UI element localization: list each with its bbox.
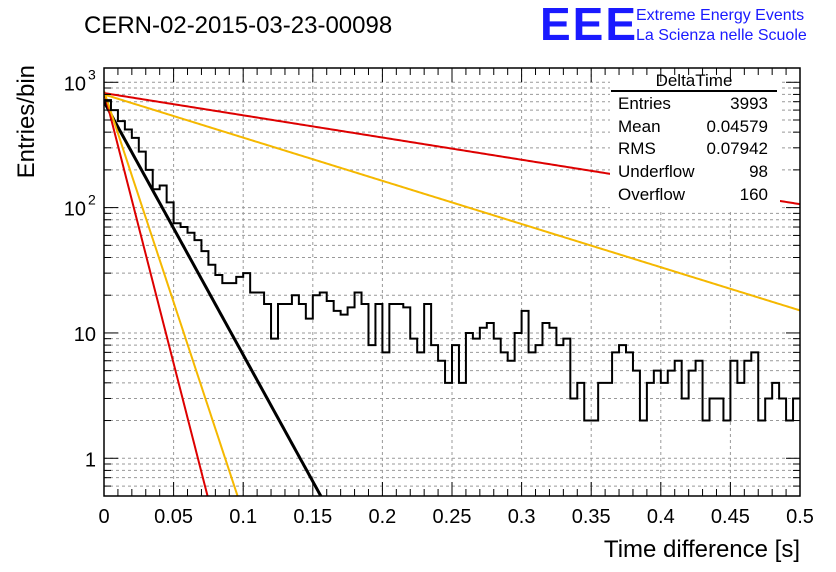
stats-label-mean: Mean <box>618 117 661 136</box>
y-tick-label: 10 <box>64 73 86 95</box>
y-tick-label: 10 <box>74 324 96 346</box>
x-tick-label: 0 <box>98 506 109 528</box>
x-tick-label: 0.45 <box>711 506 750 528</box>
y-axis-title: Entries/bin <box>13 65 40 178</box>
stats-box-background <box>610 70 780 210</box>
x-tick-label: 0.5 <box>786 506 814 528</box>
stats-value-overflow: 160 <box>740 185 768 204</box>
stats-value-mean: 0.04579 <box>707 117 768 136</box>
fit-curve-3 <box>104 90 239 496</box>
y-tick-label: 1 <box>85 449 96 471</box>
histogram-outline <box>104 99 800 422</box>
run-title: CERN-02-2015-03-23-00098 <box>84 12 392 39</box>
fit-curve-5 <box>104 93 800 312</box>
x-tick-label: 0.35 <box>572 506 611 528</box>
stats-label-overflow: Overflow <box>618 185 686 204</box>
x-tick-label: 0.3 <box>508 506 536 528</box>
y-tick-label-exponent: 3 <box>88 66 96 82</box>
fit-curve-1 <box>104 100 323 496</box>
stats-value-entries: 3993 <box>730 94 768 113</box>
eee-logo-line2: La Scienza nelle Scuole <box>636 27 807 44</box>
stats-label-entries: Entries <box>618 94 671 113</box>
stats-title: DeltaTime <box>656 71 733 90</box>
stats-value-underflow: 98 <box>749 162 768 181</box>
x-tick-label: 0.05 <box>154 506 193 528</box>
x-tick-label: 0.15 <box>293 506 332 528</box>
stats-value-rms: 0.07942 <box>707 139 768 158</box>
stats-label-underflow: Underflow <box>618 162 695 181</box>
x-tick-label: 0.1 <box>229 506 257 528</box>
stats-label-rms: RMS <box>618 139 656 158</box>
y-tick-label: 10 <box>64 199 86 221</box>
eee-logo-line1: Extreme Energy Events <box>636 7 804 24</box>
x-tick-label: 0.2 <box>368 506 396 528</box>
x-tick-label: 0.25 <box>433 506 472 528</box>
eee-logo: EEE Extreme Energy Events La Scienza nel… <box>540 0 807 50</box>
fit-curve-2 <box>104 90 209 496</box>
x-axis-title: Time difference [s] <box>604 536 800 563</box>
stats-box: DeltaTime Entries 3993 Mean 0.04579 RMS … <box>610 70 780 210</box>
y-tick-label-exponent: 2 <box>88 192 96 208</box>
histogram <box>104 99 800 422</box>
x-tick-label: 0.4 <box>647 506 675 528</box>
axes: 0 0.05 0.1 0.15 0.2 0.25 0.3 0.35 0.4 0.45 0.5 1 10 1… <box>64 66 814 528</box>
eee-logo-mark: EEE <box>540 0 638 50</box>
